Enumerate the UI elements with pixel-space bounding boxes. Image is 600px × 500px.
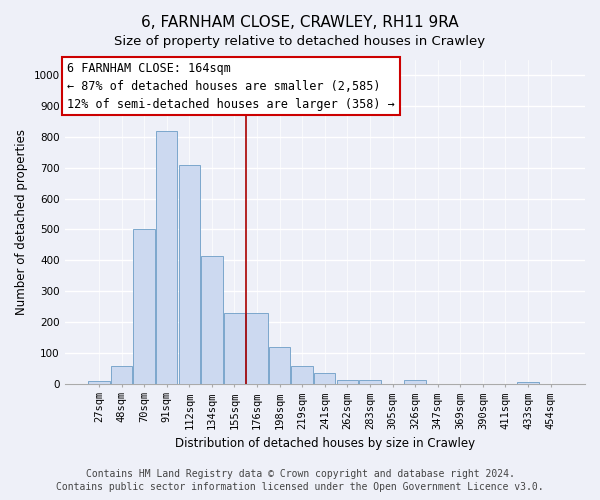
Text: 6, FARNHAM CLOSE, CRAWLEY, RH11 9RA: 6, FARNHAM CLOSE, CRAWLEY, RH11 9RA [141, 15, 459, 30]
Bar [133, 230, 155, 384]
Bar [201, 256, 223, 384]
Bar [111, 366, 132, 384]
Bar [88, 381, 110, 384]
Bar [404, 380, 426, 384]
Y-axis label: Number of detached properties: Number of detached properties [15, 129, 28, 315]
Bar [179, 165, 200, 384]
Bar [292, 366, 313, 384]
Text: 6 FARNHAM CLOSE: 164sqm
← 87% of detached houses are smaller (2,585)
12% of semi: 6 FARNHAM CLOSE: 164sqm ← 87% of detache… [67, 62, 395, 110]
Bar [517, 382, 539, 384]
Bar [224, 312, 245, 384]
Bar [156, 131, 178, 384]
Bar [314, 374, 335, 384]
Bar [269, 347, 290, 384]
Text: Size of property relative to detached houses in Crawley: Size of property relative to detached ho… [115, 35, 485, 48]
X-axis label: Distribution of detached houses by size in Crawley: Distribution of detached houses by size … [175, 437, 475, 450]
Text: Contains HM Land Registry data © Crown copyright and database right 2024.
Contai: Contains HM Land Registry data © Crown c… [56, 470, 544, 492]
Bar [359, 380, 380, 384]
Bar [246, 312, 268, 384]
Bar [337, 380, 358, 384]
